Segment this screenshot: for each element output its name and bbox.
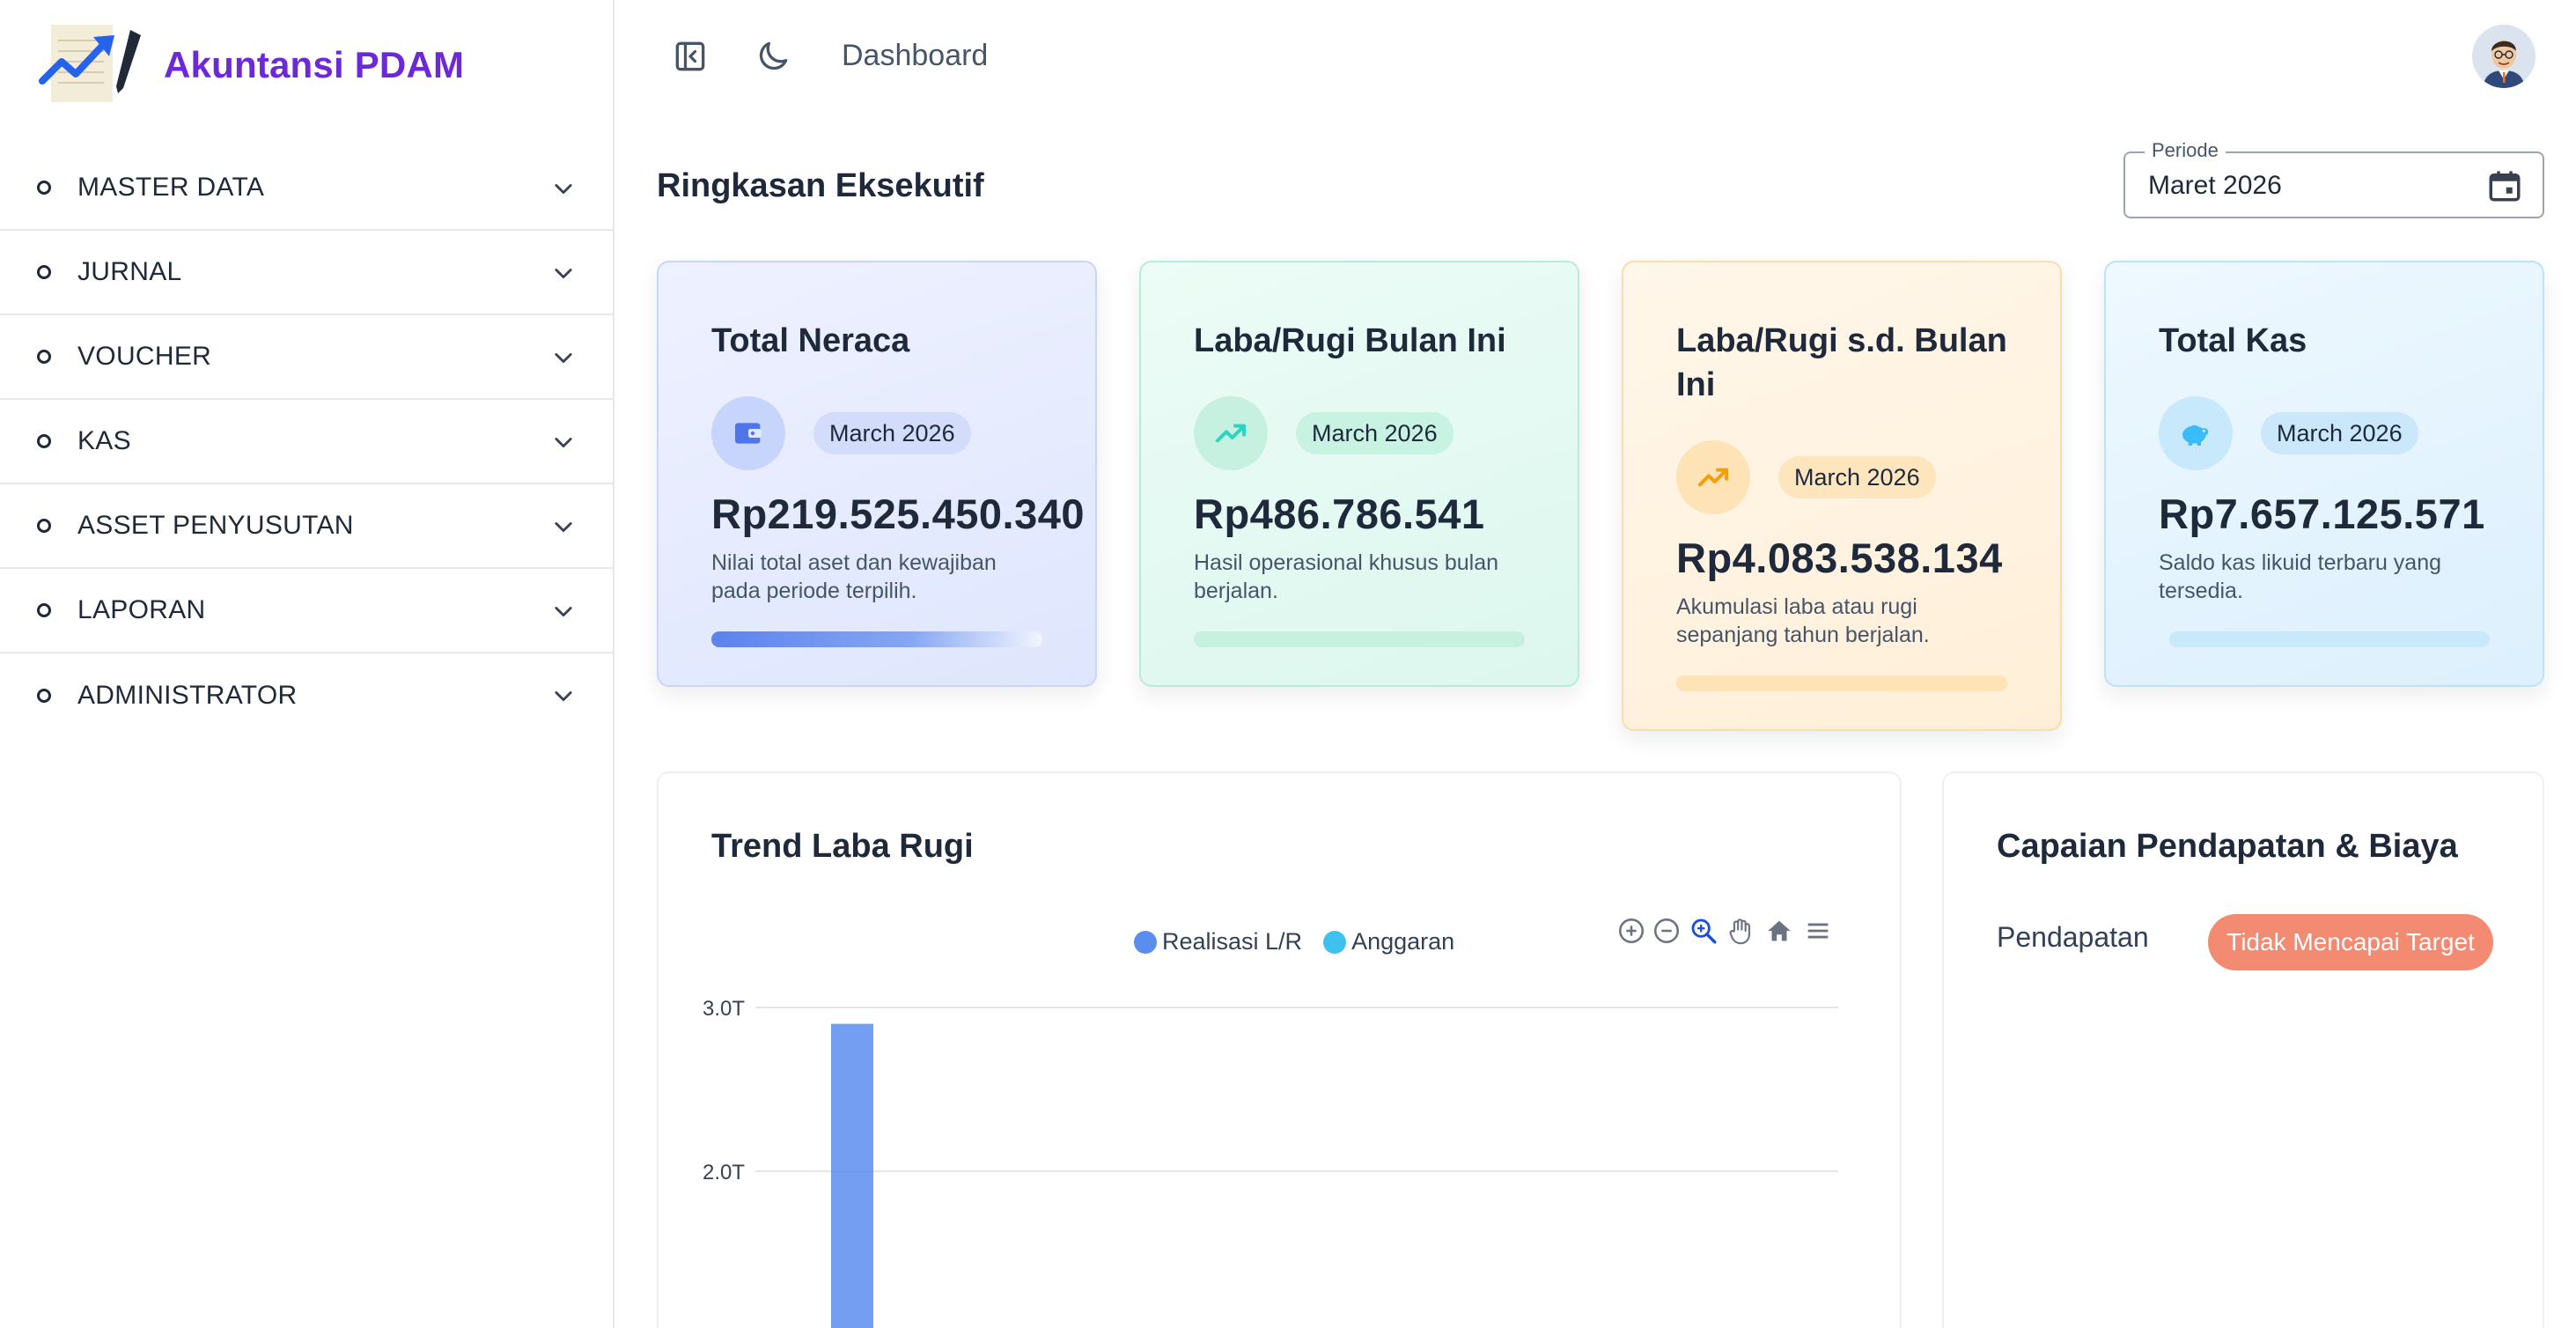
bar-realisasi[interactable]	[831, 1023, 873, 1328]
card-title: Total Kas	[2159, 322, 2307, 359]
section-title: Ringkasan Eksekutif	[657, 167, 984, 204]
capaian-pendapatan-biaya-panel: Capaian Pendapatan & Biaya Pendapatan Ti…	[1942, 771, 2544, 1328]
bullet-icon	[37, 265, 51, 279]
legend-label-realisasi[interactable]: Realisasi L/R	[1162, 928, 1303, 955]
card-progress-bar	[711, 631, 1042, 647]
card-progress-bar	[2169, 631, 2490, 647]
sidebar-item-label: MASTER DATA	[77, 173, 265, 202]
card-title: Laba/Rugi s.d. Bulan Ini	[1676, 322, 2007, 403]
zoom-out-icon[interactable]	[1652, 916, 1682, 946]
selection-zoom-icon[interactable]	[1689, 916, 1719, 946]
periode-value: Maret 2026	[2148, 171, 2282, 200]
y-tick-label: 2.0T	[703, 1161, 745, 1184]
sidebar-toggle-icon[interactable]	[671, 37, 710, 76]
card-description: Saldo kas likuid terbaru yang tersedia.	[2159, 550, 2442, 603]
app-title: Akuntansi PDAM	[164, 44, 465, 85]
pendapatan-label: Pendapatan	[1997, 921, 2149, 953]
topbar: Dashboard	[616, 0, 2576, 114]
bullet-icon	[37, 350, 51, 364]
card-value: Rp4.083.538.134	[1676, 535, 2003, 581]
y-tick-label: 3.0T	[703, 997, 745, 1021]
bullet-icon	[37, 689, 51, 703]
sidebar-item-kas[interactable]: KAS	[0, 400, 613, 484]
chevron-down-icon	[555, 522, 572, 533]
panel-title: Capaian Pendapatan & Biaya	[1997, 828, 2458, 865]
bullet-icon	[37, 519, 51, 533]
sidebar-item-label: VOUCHER	[77, 342, 212, 371]
sidebar-item-master-data[interactable]: MASTER DATA	[0, 146, 613, 231]
period-badge: March 2026	[813, 412, 971, 454]
chevron-down-icon	[555, 691, 572, 702]
wallet-icon	[711, 396, 785, 470]
periode-date-picker[interactable]: Periode Maret 2026	[2123, 139, 2544, 218]
chevron-down-icon	[555, 607, 572, 617]
reset-home-icon[interactable]	[1764, 916, 1794, 946]
card-description: Hasil operasional khusus bulan berjalan.	[1194, 550, 1499, 603]
bullet-icon	[37, 434, 51, 448]
period-badge: March 2026	[1296, 412, 1454, 454]
calendar-icon[interactable]	[2486, 167, 2523, 204]
sidebar-item-label: ADMINISTRATOR	[77, 681, 298, 710]
chevron-down-icon	[555, 353, 572, 364]
card-description: Nilai total aset dan kewajiban pada peri…	[711, 550, 997, 603]
sidebar-item-label: JURNAL	[77, 257, 182, 286]
trend-bar-chart: 3.0T 2.0T	[703, 997, 1838, 1328]
trend-laba-rugi-panel: Trend Laba Rugi Realisasi L/R Anggaran 3…	[657, 771, 1902, 1328]
card-progress-bar	[1194, 631, 1525, 647]
sidebar-item-voucher[interactable]: VOUCHER	[0, 315, 613, 400]
legend-dot-realisasi	[1134, 930, 1157, 954]
chevron-down-icon	[555, 184, 572, 195]
sidebar-item-label: LAPORAN	[77, 595, 206, 624]
card-value: Rp486.786.541	[1194, 491, 1485, 537]
trending-up-icon	[1676, 440, 1750, 514]
card-value: Rp7.657.125.571	[2159, 491, 2485, 537]
card-title: Laba/Rugi Bulan Ini	[1194, 322, 1506, 359]
period-badge: March 2026	[2261, 412, 2418, 454]
kpi-card-total-kas[interactable]: Total Kas March 2026 Rp7.657.125.571 Sal…	[2104, 261, 2544, 687]
period-badge: March 2026	[1778, 456, 1936, 498]
legend-label-anggaran[interactable]: Anggaran	[1351, 928, 1455, 955]
card-title: Total Neraca	[711, 322, 910, 359]
pan-hand-icon[interactable]	[1726, 916, 1755, 946]
sidebar-item-jurnal[interactable]: JURNAL	[0, 231, 613, 315]
card-progress-bar	[1676, 675, 2007, 691]
chevron-down-icon	[555, 438, 572, 448]
page-title: Dashboard	[842, 39, 989, 72]
sidebar: Akuntansi PDAM MASTER DATA JURNAL VOUCHE…	[0, 0, 615, 1328]
card-description: Akumulasi laba atau rugi sepanjang tahun…	[1676, 594, 1930, 647]
kpi-card-laba-rugi-ytd[interactable]: Laba/Rugi s.d. Bulan Ini March 2026 Rp4.…	[1622, 261, 2062, 731]
dark-mode-moon-icon[interactable]	[754, 37, 792, 76]
kpi-card-total-neraca[interactable]: Total Neraca March 2026 Rp219.525.450.34…	[657, 261, 1097, 687]
bullet-icon	[37, 181, 51, 195]
panel-title: Trend Laba Rugi	[711, 828, 974, 865]
bullet-icon	[37, 603, 51, 617]
chart-legend: Realisasi L/R Anggaran	[1134, 928, 1454, 955]
menu-hamburger-icon[interactable]	[1803, 916, 1833, 946]
piggy-bank-icon	[2159, 396, 2233, 470]
zoom-in-icon[interactable]	[1616, 916, 1646, 946]
brand[interactable]: Akuntansi PDAM	[39, 23, 464, 107]
kpi-card-laba-rugi-bulan-ini[interactable]: Laba/Rugi Bulan Ini March 2026 Rp486.786…	[1139, 261, 1579, 687]
sidebar-item-laporan[interactable]: LAPORAN	[0, 569, 613, 653]
sidebar-item-label: KAS	[77, 426, 131, 455]
sidebar-item-asset-penyusutan[interactable]: ASSET PENYUSUTAN	[0, 484, 613, 569]
status-badge: Tidak Mencapai Target	[2208, 914, 2493, 970]
sidebar-item-label: ASSET PENYUSUTAN	[77, 511, 354, 540]
trending-up-icon	[1194, 396, 1268, 470]
card-value: Rp219.525.450.340	[711, 491, 1085, 537]
app-logo	[39, 23, 148, 107]
sidebar-item-administrator[interactable]: ADMINISTRATOR	[0, 653, 613, 738]
legend-dot-anggaran	[1323, 930, 1347, 954]
user-avatar[interactable]	[2472, 25, 2536, 88]
chevron-down-icon	[555, 269, 572, 279]
periode-label: Periode	[2145, 139, 2226, 162]
sidebar-menu: MASTER DATA JURNAL VOUCHER KAS ASSET PEN…	[0, 146, 613, 738]
